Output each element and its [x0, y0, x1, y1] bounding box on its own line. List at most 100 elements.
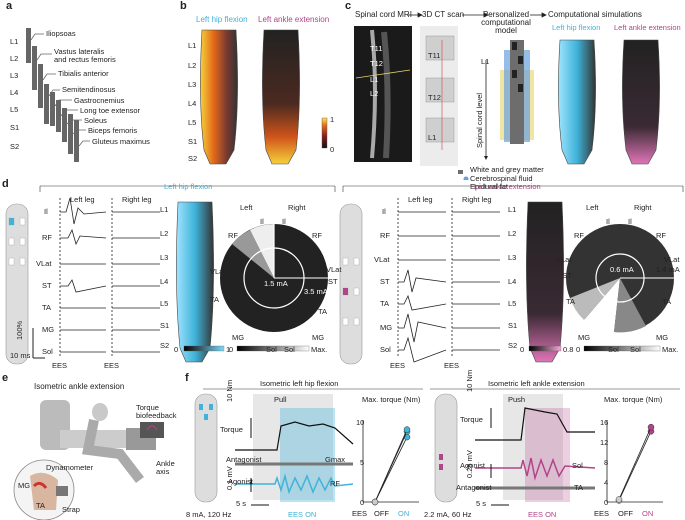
- muscle-label-long-toe: Long toe extensor: [80, 106, 141, 115]
- plot-x-tick: ON: [642, 509, 654, 518]
- polar-muscle-label: Sol: [266, 345, 277, 354]
- y-tick: 0: [604, 498, 609, 507]
- polar-muscle-label: Sol: [284, 345, 295, 354]
- emg-label: Sol: [380, 345, 391, 354]
- polar-right-label: Right: [634, 203, 652, 212]
- colorbar-max: 0.8: [563, 345, 574, 354]
- colorbar-max: Max.: [662, 345, 679, 354]
- polar-right-label: Right: [288, 203, 306, 212]
- level-label: L4: [160, 277, 169, 286]
- emg-label: TA: [380, 299, 390, 308]
- level-label: L5: [10, 105, 19, 114]
- torque-plot-ankle: [606, 420, 663, 504]
- plot-x-label: EES: [352, 509, 368, 518]
- polar-muscle-label: Sol: [630, 345, 641, 354]
- muscle-label-biceps: Biceps femoris: [88, 126, 138, 135]
- polar-outer-radius: 3.5 mA: [304, 287, 328, 296]
- polar-muscle-label: RF: [312, 231, 322, 240]
- polar-muscle-label: MG: [578, 333, 591, 342]
- level-label: L5: [508, 299, 517, 308]
- mri-vertebra-label: L2: [370, 89, 379, 98]
- spinal-cord-activation-maps: [200, 29, 328, 165]
- torque-label: Torque: [220, 425, 243, 434]
- level-label: S1: [10, 123, 20, 132]
- polar-muscle-label: RF: [656, 231, 666, 240]
- pipeline-diagram: [354, 12, 547, 180]
- emg-label: ST: [380, 277, 390, 286]
- muscle-label-semitendinosus: Semitendinosus: [62, 85, 116, 94]
- antagonist-label: Antagonist: [456, 483, 492, 492]
- level-label: L1: [188, 41, 197, 50]
- legend-white-grey: White and grey matter: [470, 165, 544, 174]
- left-leg-label: Left leg: [408, 195, 433, 204]
- emg-label: TA: [42, 303, 52, 312]
- polar-outer-radius: 1.4 mA: [656, 265, 680, 274]
- polar-muscle-label: Il: [628, 217, 632, 226]
- ees-label: EES: [104, 361, 120, 370]
- colorbar-min: 0: [576, 345, 581, 354]
- y-tick: 4: [604, 478, 609, 487]
- legend-fat: Epidural fat: [470, 182, 508, 191]
- ees-on-label: EES ON: [528, 510, 557, 519]
- panel-label-b: b: [180, 0, 187, 12]
- agonist-label: Agonist: [228, 477, 254, 486]
- model-l1-label: L1: [481, 57, 490, 66]
- muscle-label-vastus: Vastus lateralis and rectus femoris: [54, 47, 116, 64]
- colorbar-max: 1: [330, 115, 335, 124]
- y-tick: 8: [604, 458, 609, 467]
- panel-f-graphics: [194, 388, 680, 506]
- polar-muscle-label: RF: [228, 231, 238, 240]
- scale-x-label: 10 ms: [10, 351, 31, 360]
- muscle-label-gastrocnemius: Gastrocnemius: [74, 96, 125, 105]
- torque-connector-line: [618, 427, 652, 500]
- right-leg-label: Right leg: [122, 195, 152, 204]
- torque-connector-line: [618, 431, 652, 501]
- level-label: S2: [10, 142, 20, 151]
- level-label: S1: [160, 321, 170, 330]
- y-tick: 12: [600, 438, 609, 447]
- mri-vertebra-label: L1: [370, 75, 379, 84]
- colorbar-max: 1: [226, 345, 231, 354]
- torque-scale-label: 10 Nm: [225, 379, 234, 402]
- muscle-label-iliopsoas: Iliopsoas: [46, 29, 76, 38]
- muscle-ta-label: TA: [574, 483, 584, 492]
- torque-scale-label: 10 Nm: [465, 369, 474, 392]
- colorbar-min: 0: [330, 145, 335, 154]
- polar-muscle-label: VLat: [326, 265, 342, 274]
- label-mg: MG: [18, 481, 31, 490]
- level-label: L2: [508, 229, 517, 238]
- label-torque-biofeedback: Torque biofeedback: [136, 403, 177, 420]
- colorbar-min: 0: [229, 345, 234, 354]
- agonist-label: Agonist: [460, 461, 486, 470]
- torque-data-point: [403, 426, 411, 433]
- y-tick: 5: [360, 458, 365, 467]
- polar-muscle-label: Sol: [608, 345, 619, 354]
- level-label: S2: [508, 341, 518, 350]
- panel-d-graphics: [5, 185, 684, 365]
- level-label: L5: [160, 299, 169, 308]
- spinal-cord-level-axis: Spinal cord level: [475, 92, 484, 148]
- colorbar-min: 0: [520, 345, 525, 354]
- panel-label-a: a: [6, 0, 13, 12]
- colorbar-min: 0: [174, 345, 179, 354]
- muscle-rf-label: RF: [330, 479, 340, 488]
- level-label: S1: [188, 137, 198, 146]
- polar-muscle-label: TA: [662, 297, 672, 306]
- torque-data-point: [615, 496, 623, 503]
- ees-label: EES: [444, 361, 460, 370]
- polar-muscle-label: ST: [328, 277, 338, 286]
- time-scale-label: 5 s: [476, 499, 487, 508]
- level-label: L1: [160, 205, 169, 214]
- panel-label-d: d: [2, 178, 9, 190]
- panel-label-f: f: [185, 372, 189, 384]
- plot-axis: [606, 420, 663, 503]
- muscle-label-soleus: Soleus: [84, 116, 107, 125]
- emg-scale-label: 0.25 mV: [465, 450, 474, 478]
- muscle-label-gluteus: Gluteus maximus: [92, 137, 150, 146]
- polar-left-label: Left: [240, 203, 253, 212]
- antagonist-label: Antagonist: [226, 455, 262, 464]
- polar-muscle-label: TA: [566, 297, 576, 306]
- level-label: L3: [508, 253, 517, 262]
- dynamometer-illustration: [13, 400, 164, 520]
